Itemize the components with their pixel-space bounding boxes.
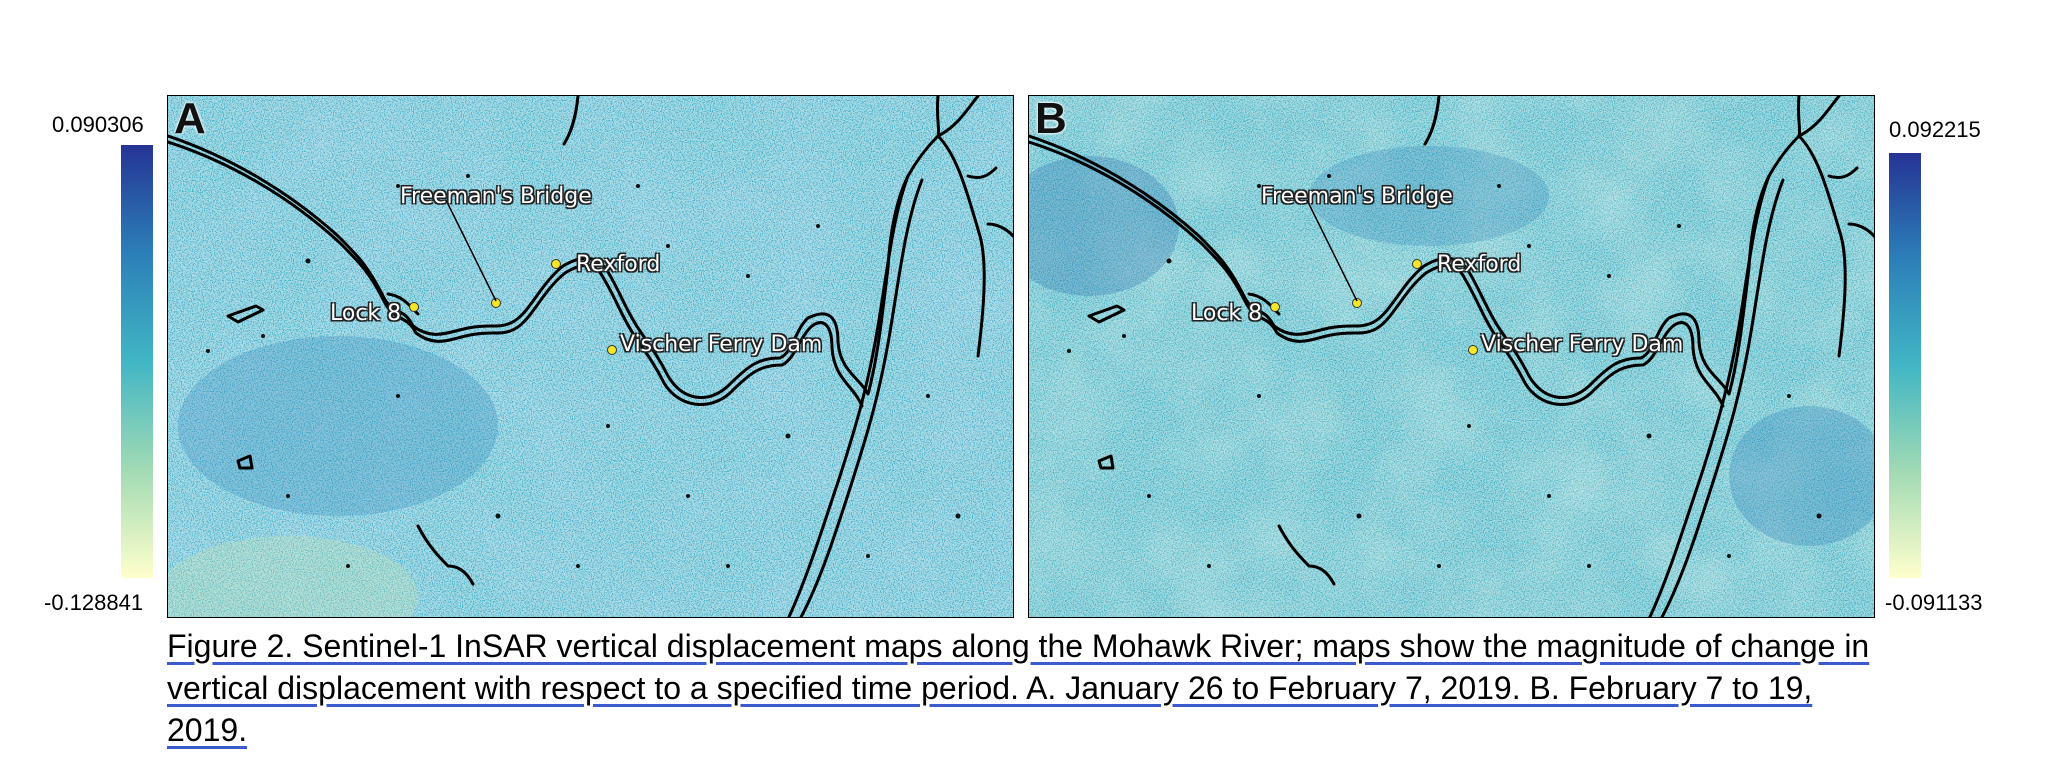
colorbar-b xyxy=(1889,153,1921,578)
label-vischer-ferry-dam-a: Vischer Ferry Dam xyxy=(620,332,823,357)
label-rexford-b: Rexford xyxy=(1437,252,1522,277)
label-lock-8-b: Lock 8 xyxy=(1191,301,1263,326)
bridge-leader-line-a xyxy=(445,199,497,302)
colorbar-a-max-label: 0.090306 xyxy=(52,112,144,137)
figure-caption[interactable]: Figure 2. Sentinel-1 InSAR vertical disp… xyxy=(167,628,1870,748)
map-panel-a: A Freeman's Bridge Rexford Lock 8 Vische… xyxy=(167,95,1014,618)
displacement-map-a xyxy=(168,96,1013,617)
label-rexford-a: Rexford xyxy=(576,252,661,277)
label-freemans-bridge-a: Freeman's Bridge xyxy=(400,184,592,209)
river-lines-b xyxy=(1029,96,1874,617)
water-bodies-b xyxy=(1067,174,1822,568)
displacement-map-b xyxy=(1029,96,1874,617)
label-lock-8-a: Lock 8 xyxy=(330,301,402,326)
site-markers-a xyxy=(409,259,617,355)
site-markers-b xyxy=(1270,259,1478,355)
colorbar-b-min-label: -0.091133 xyxy=(1885,590,1983,615)
river-lines-a xyxy=(168,96,1013,617)
water-bodies-a xyxy=(206,174,961,568)
colorbar-a xyxy=(121,145,153,578)
label-vischer-ferry-dam-b: Vischer Ferry Dam xyxy=(1481,332,1684,357)
panel-letter-b: B xyxy=(1035,95,1067,143)
map-panel-b: B Freeman's Bridge Rexford Lock 8 Vische… xyxy=(1028,95,1875,618)
label-freemans-bridge-b: Freeman's Bridge xyxy=(1261,184,1453,209)
colorbar-b-max-label: 0.092215 xyxy=(1889,117,1981,142)
colorbar-a-min-label: -0.128841 xyxy=(44,590,144,615)
panel-letter-a: A xyxy=(174,95,206,143)
bridge-leader-line-b xyxy=(1306,199,1358,302)
